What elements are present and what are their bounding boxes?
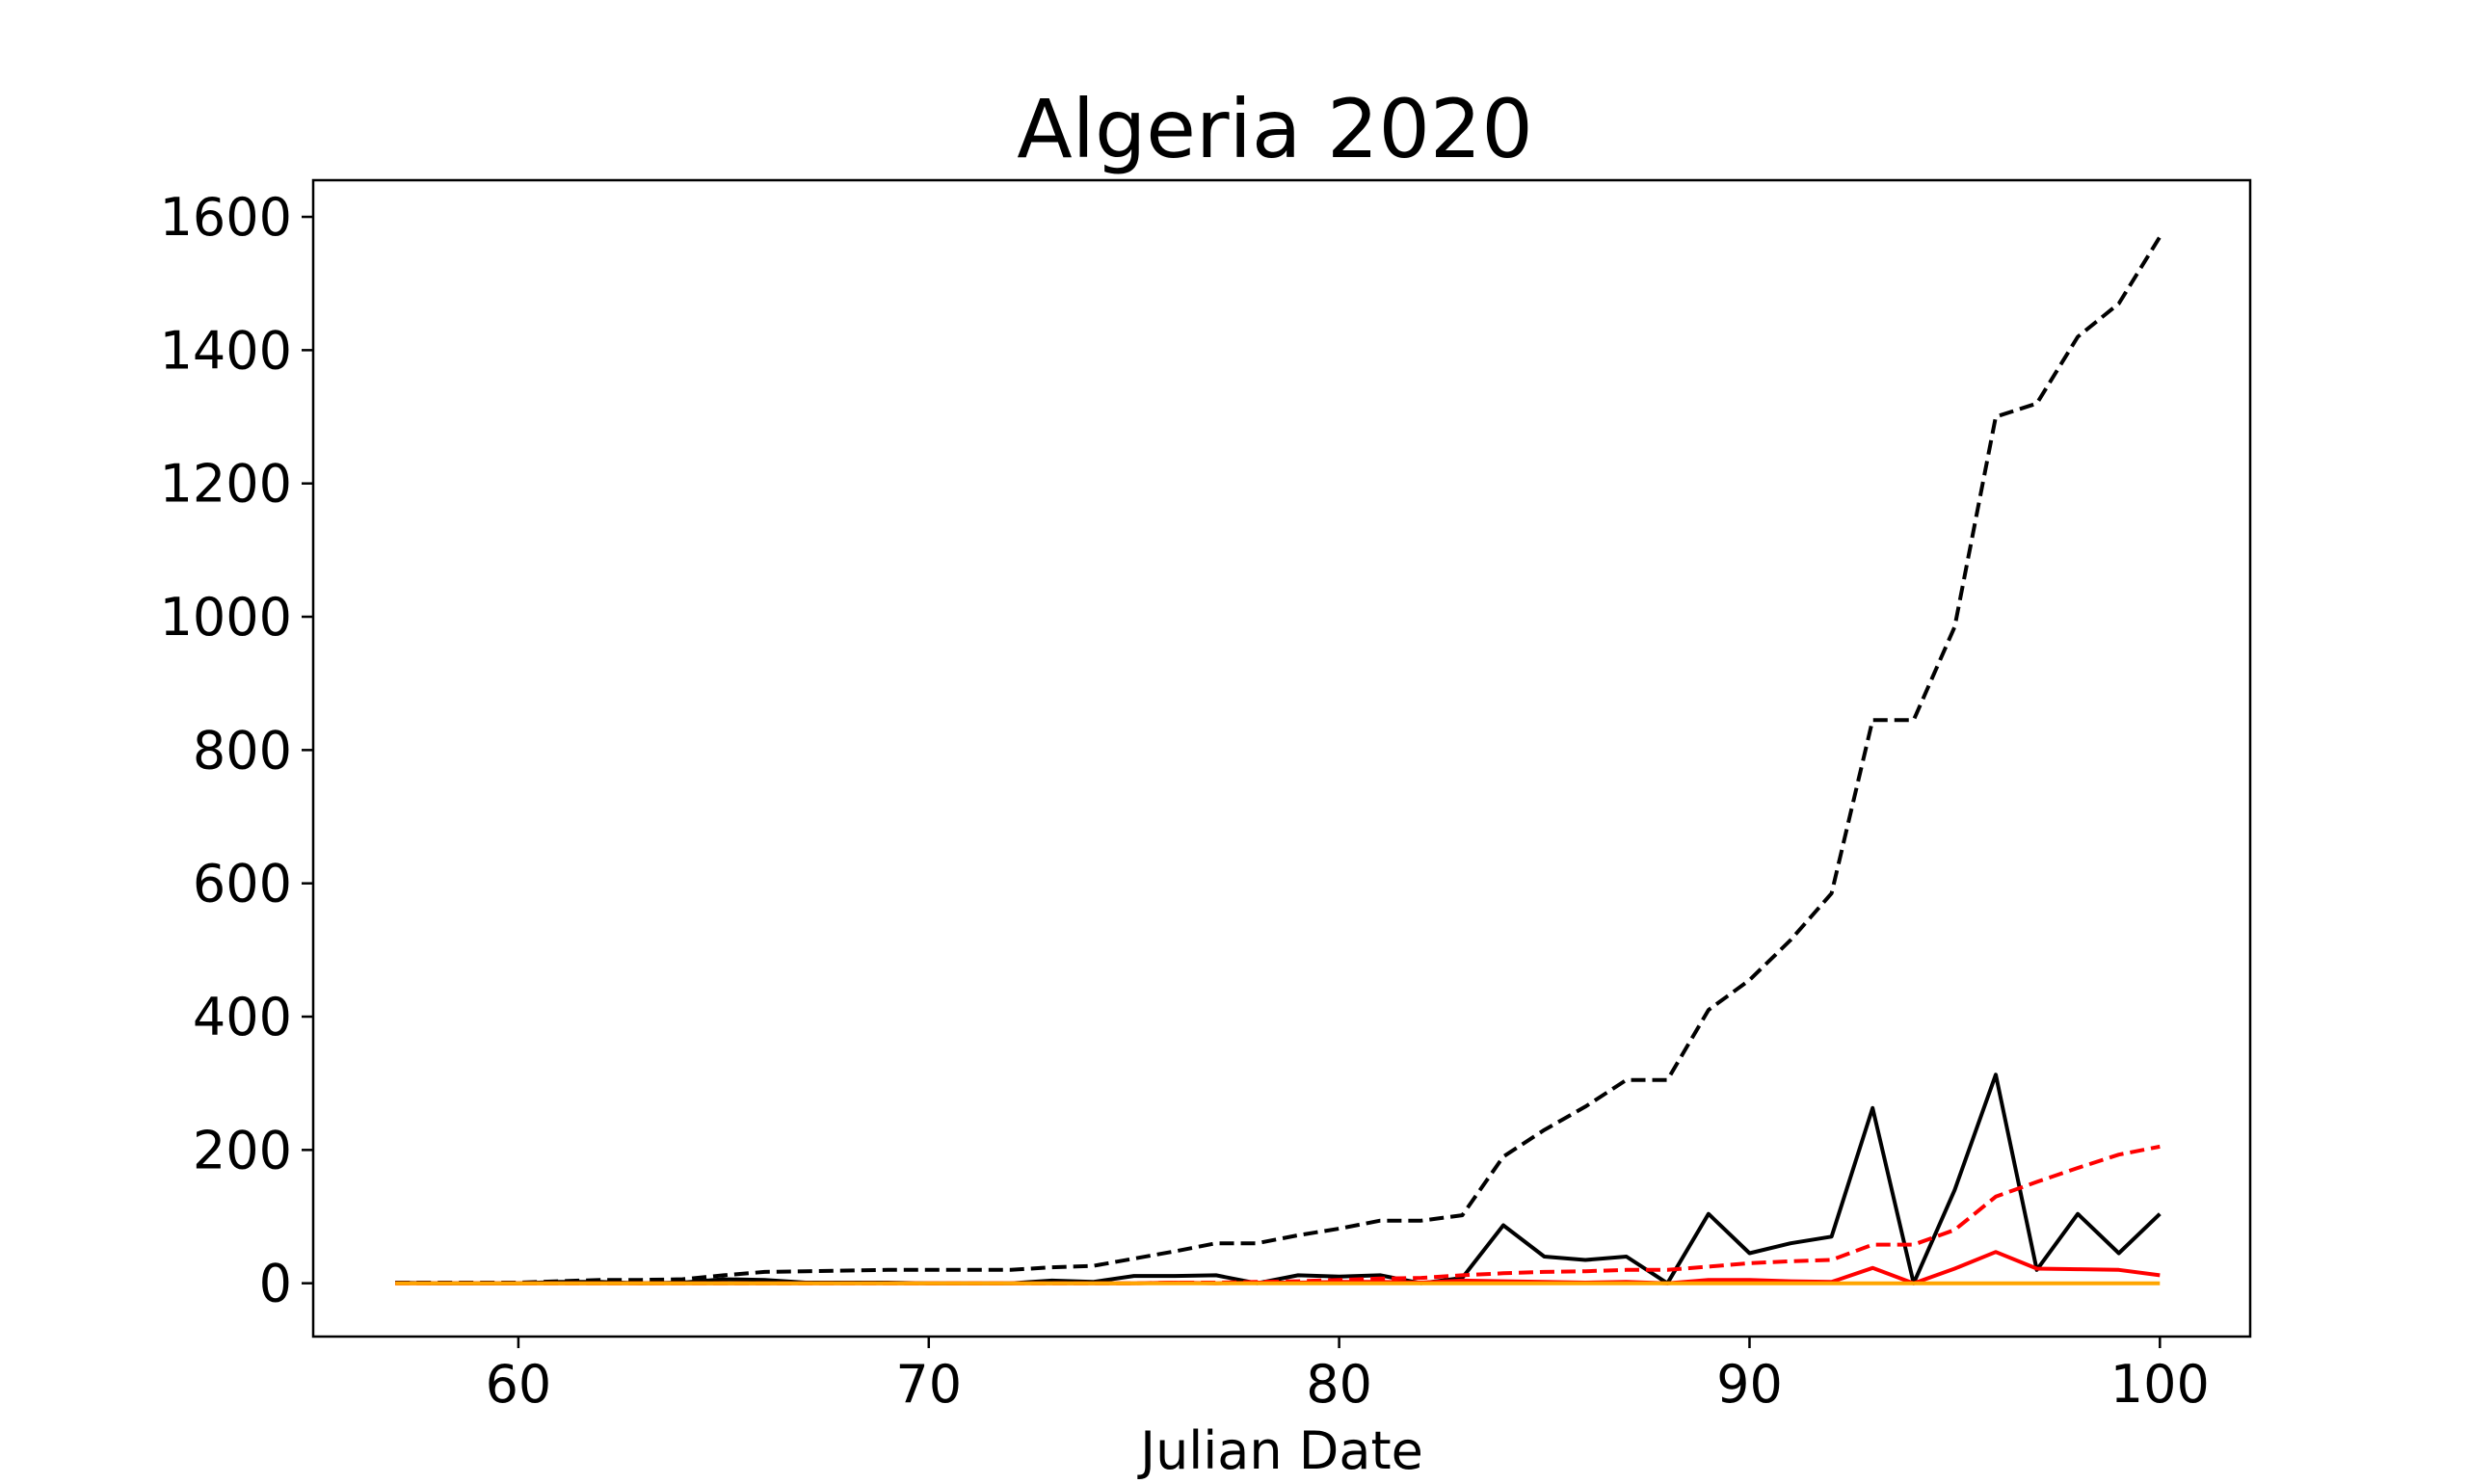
y-tick-label: 1600 — [160, 187, 292, 248]
x-tick-label: 100 — [2110, 1354, 2210, 1415]
x-tick-label: 70 — [895, 1354, 962, 1415]
y-tick-label: 1400 — [160, 320, 292, 381]
y-tick-label: 1200 — [160, 454, 292, 515]
x-axis-label: Julian Date — [1137, 1420, 1423, 1480]
y-tick-label: 400 — [193, 987, 292, 1047]
series-line-1 — [395, 1073, 2162, 1285]
series-line-0 — [395, 235, 2162, 1285]
y-tick-label: 200 — [193, 1120, 292, 1180]
x-axis: 60 70 80 90 100 — [486, 1337, 2210, 1415]
y-axis: 0 200 400 600 800 1000 1200 1400 1600 — [160, 187, 313, 1314]
x-tick-label: 80 — [1306, 1354, 1372, 1415]
plot-frame — [311, 178, 2252, 1338]
x-tick-label: 60 — [486, 1354, 552, 1415]
y-tick-label: 600 — [193, 854, 292, 914]
y-tick-label: 1000 — [160, 587, 292, 648]
series-line-2 — [395, 1144, 2161, 1285]
x-tick-label: 90 — [1716, 1354, 1783, 1415]
plot-lines — [395, 235, 2162, 1285]
y-tick-label: 800 — [193, 720, 292, 781]
chart-title: Algeria 2020 — [1017, 82, 1533, 176]
y-tick-label: 0 — [259, 1254, 292, 1314]
